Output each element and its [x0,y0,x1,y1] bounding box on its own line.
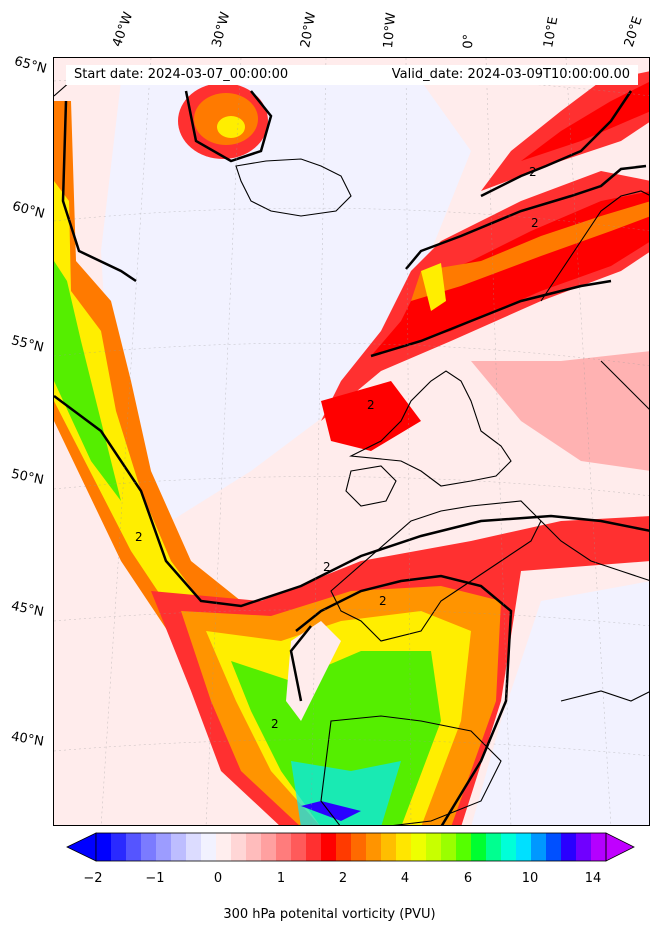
lat-label-50n: 50°N [9,466,45,489]
lon-label-10e: 10°E [541,15,562,49]
low-pv-region [101,81,471,521]
cb-tick-label: 6 [463,871,473,886]
colorbar-swatch [186,833,202,861]
colorbar-swatch [141,833,157,861]
pv-map: 2 2 2 2 2 2 2 [53,57,650,826]
colorbar-outline [95,832,607,862]
contour-label-2-b: 2 [323,560,331,574]
colorbar-swatch [216,833,232,861]
colorbar-swatch [336,833,352,861]
valid-date-text: Valid_date: 2024-03-09T10:00:00.00 [391,67,630,82]
cb-tick-label: 14 [584,871,602,886]
lat-label-55n: 55°N [9,333,46,356]
contour-label-2-d: 2 [367,398,375,412]
contour-label-2-e: 2 [531,216,539,230]
lon-label-40w: 40°W [109,10,137,49]
colorbar-swatch [486,833,502,861]
graticule [54,58,649,825]
colorbar-swatch [456,833,472,861]
colorbar-swatch [156,833,172,861]
colorbar-swatch [426,833,442,861]
lon-label-20w: 20°W [298,11,320,50]
cb-tick-label: 2 [338,871,348,886]
colorbar-swatch [576,833,592,861]
lon-label-10w: 10°W [381,11,400,49]
colorbar [66,832,635,862]
colorbar-swatch [411,833,427,861]
colorbar-swatch [441,833,457,861]
contour-label-2-a: 2 [135,530,143,544]
colorbar-swatch [261,833,277,861]
colorbar-swatch [471,833,487,861]
colorbar-swatch [561,833,577,861]
cb-tick-label: 4 [400,871,410,886]
cb-tick-label: −2 [83,871,103,886]
lon-label-0: 0° [461,33,477,49]
lat-label-60n: 60°N [10,199,47,222]
colorbar-swatch [381,833,397,861]
colorbar-swatch [396,833,412,861]
lon-label-30w: 30°W [209,10,234,49]
cb-tick-label: 0 [213,871,223,886]
colorbar-swatch [351,833,367,861]
colorbar-swatch [231,833,247,861]
cb-tick-label: 10 [521,871,539,886]
start-date-text: Start date: 2024-03-07_00:00:00 [74,67,289,82]
pv-2-contours [54,90,649,825]
colorbar-swatch [321,833,337,861]
colorbar-swatch [126,833,142,861]
colorbar-over-arrow [605,832,635,862]
colorbar-swatch [201,833,217,861]
colorbar-swatch [171,833,187,861]
colorbar-swatch [306,833,322,861]
lat-label-40n: 40°N [9,729,45,750]
colorbar-swatch [276,833,292,861]
contour-label-2-g: 2 [271,717,279,731]
colorbar-swatch [591,833,607,861]
colorbar-swatch [291,833,307,861]
date-info-bar: Start date: 2024-03-07_00:00:00 Valid_da… [66,65,638,85]
colorbar-swatch [96,833,112,861]
cb-tick-label: 1 [276,871,286,886]
lon-label-20e: 20°E [621,14,646,50]
colorbar-swatch [531,833,547,861]
colorbar-under-arrow [66,832,97,862]
pv-field: 2 2 2 2 2 2 2 [54,58,649,825]
colorbar-title: 300 hPa potenital vorticity (PVU) [223,907,436,922]
colorbar-swatch [366,833,382,861]
lat-label-65n: 65°N [12,54,49,77]
colorbar-swatch [111,833,127,861]
colorbar-swatch [516,833,532,861]
contour-label-2-c: 2 [379,594,387,608]
lat-label-45n: 45°N [9,598,45,621]
colorbar-swatch [246,833,262,861]
low-pv-region-east [471,581,649,825]
contour-label-2-f: 2 [529,165,537,179]
colorbar-swatch [546,833,562,861]
cb-tick-label: −1 [145,871,165,886]
colorbar-swatch [501,833,517,861]
